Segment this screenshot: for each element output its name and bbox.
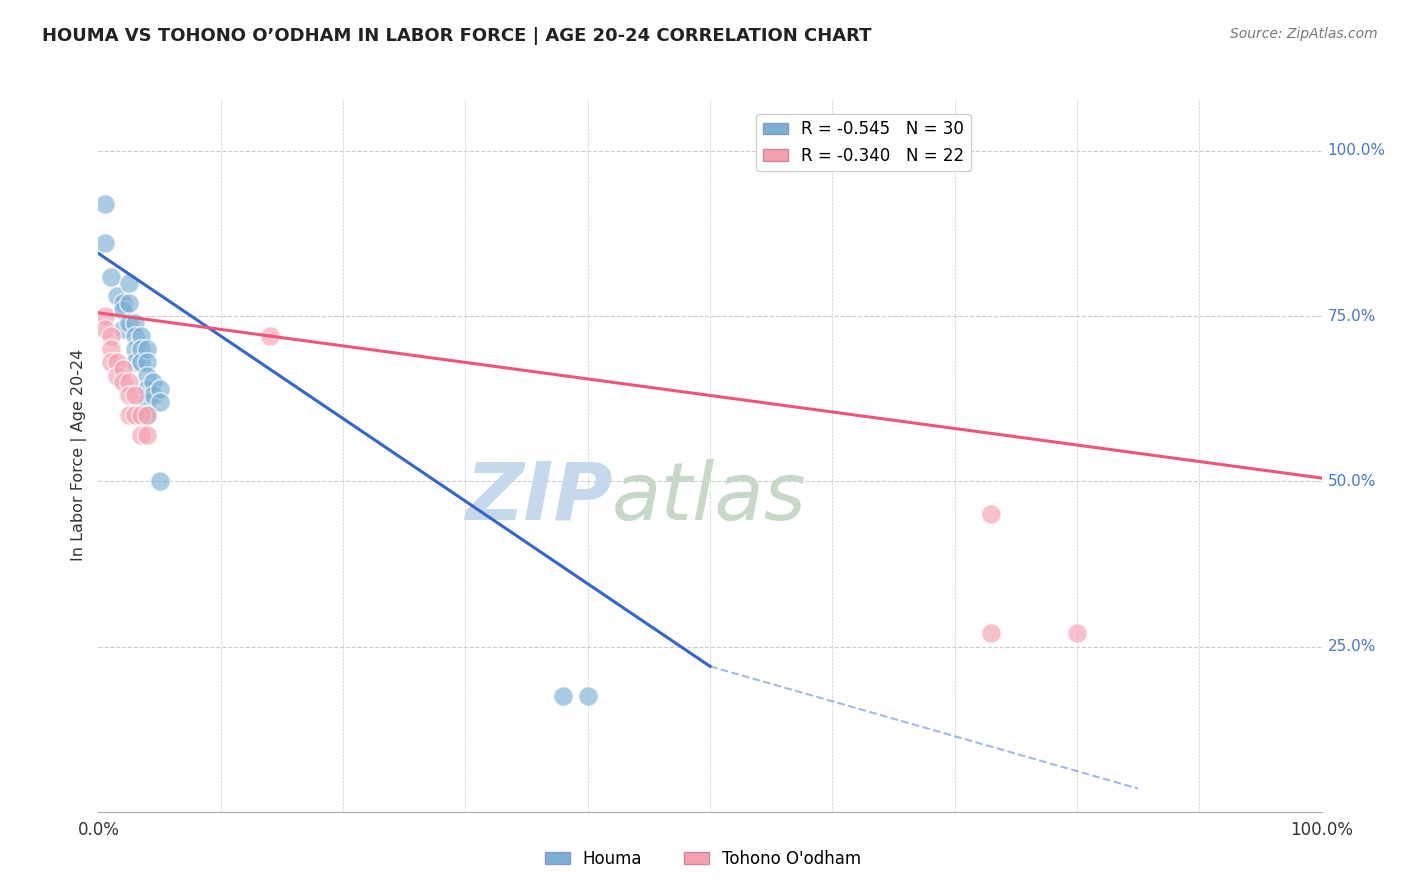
Text: 50.0%: 50.0% [1327,474,1376,489]
Legend: Houma, Tohono O'odham: Houma, Tohono O'odham [538,844,868,875]
Point [111,362,134,376]
Text: HOUMA VS TOHONO O’ODHAM IN LABOR FORCE | AGE 20-24 CORRELATION CHART: HOUMA VS TOHONO O’ODHAM IN LABOR FORCE |… [42,27,872,45]
Text: 25.0%: 25.0% [1327,639,1376,654]
Point [124,329,146,343]
Point [576,689,599,703]
Point [100,269,122,284]
Point [129,409,152,423]
Point [553,689,575,703]
Point [124,355,146,369]
Point [980,626,1002,640]
Point [149,382,172,396]
Point [100,329,122,343]
Point [118,276,141,290]
Point [105,289,128,303]
Text: ZIP: ZIP [465,458,612,537]
Point [136,409,159,423]
Y-axis label: In Labor Force | Age 20-24: In Labor Force | Age 20-24 [72,349,87,561]
Point [124,388,146,402]
Point [136,342,159,356]
Point [136,382,159,396]
Point [136,368,159,383]
Point [111,376,134,390]
Point [980,508,1002,522]
Point [129,428,152,442]
Point [93,197,115,211]
Point [136,395,159,409]
Point [118,296,141,310]
Point [93,322,115,336]
Point [124,409,146,423]
Point [124,342,146,356]
Text: atlas: atlas [612,458,807,537]
Point [118,409,141,423]
Point [259,329,281,343]
Point [105,355,128,369]
Point [129,342,152,356]
Text: 100.0%: 100.0% [1327,144,1386,159]
Point [136,409,159,423]
Point [136,428,159,442]
Point [124,316,146,330]
Point [118,316,141,330]
Point [111,296,134,310]
Point [105,368,128,383]
Point [142,388,165,402]
Point [111,322,134,336]
Point [149,395,172,409]
Point [129,355,152,369]
Point [118,376,141,390]
Point [136,355,159,369]
Point [111,302,134,317]
Point [93,236,115,251]
Point [129,329,152,343]
Point [100,342,122,356]
Point [1066,626,1088,640]
Point [149,475,172,489]
Legend: R = -0.545   N = 30, R = -0.340   N = 22: R = -0.545 N = 30, R = -0.340 N = 22 [756,113,970,171]
Point [93,309,115,323]
Point [100,355,122,369]
Text: Source: ZipAtlas.com: Source: ZipAtlas.com [1230,27,1378,41]
Text: 75.0%: 75.0% [1327,309,1376,324]
Point [118,388,141,402]
Point [142,376,165,390]
